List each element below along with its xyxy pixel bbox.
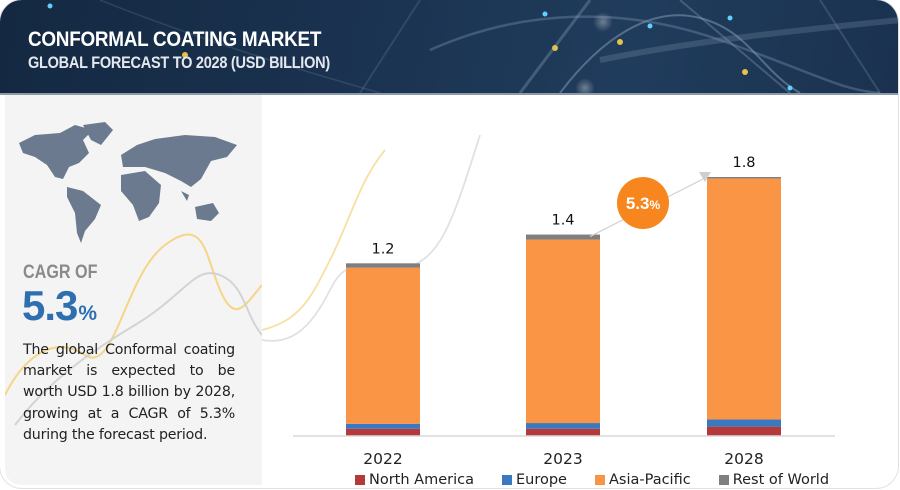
- chart-subtitle: GLOBAL FORECAST TO 2028 (USD BILLION): [28, 54, 330, 72]
- x-tick-label-2022: 2022: [363, 450, 402, 468]
- bar-2023-rest-of-world: [526, 234, 600, 240]
- legend-label-europe: Europe: [515, 472, 567, 488]
- bar-2023-north-america: [526, 428, 600, 436]
- bar-2022-north-america: [346, 428, 420, 436]
- bar-2022-asia-pacific: [346, 267, 420, 424]
- cagr-badge-unit: %: [649, 198, 660, 212]
- bar-2023-europe: [526, 423, 600, 429]
- legend-label-north-america: North America: [369, 472, 474, 488]
- bar-2023-asia-pacific: [526, 239, 600, 424]
- cagr-badge: [617, 177, 669, 229]
- bar-2028-asia-pacific: [707, 178, 781, 420]
- total-label-2022: 1.2: [371, 241, 394, 257]
- chart-title: CONFORMAL COATING MARKET: [28, 28, 322, 51]
- legend-item-asia-pacific: Asia-Pacific: [594, 472, 691, 488]
- summary-description: The global Conformal coating market is e…: [23, 342, 235, 443]
- legend-swatch-europe: [501, 475, 512, 485]
- chart-legend: North America Europe Asia-Pacific Rest of W…: [355, 470, 829, 488]
- bar-2028-rest-of-world: [707, 177, 781, 179]
- world-map-icon: [19, 122, 237, 243]
- legend-swatch-asia-pacific: [594, 475, 605, 485]
- header-banner: CONFORMAL COATING MARKET GLOBAL FORECAST…: [0, 0, 898, 95]
- bar-2022-europe: [346, 423, 420, 429]
- cagr-badge-text: 5.3%: [626, 194, 661, 213]
- bar-2028-north-america: [707, 426, 781, 436]
- cagr-label: CAGR OF: [23, 262, 98, 283]
- total-label-2023: 1.4: [551, 213, 574, 229]
- decorative-trail-yellow: [261, 149, 386, 331]
- summary-panel: [5, 95, 262, 485]
- bars-layer: [346, 177, 781, 436]
- cagr-badge-number: 5.3: [626, 194, 650, 213]
- legend-item-north-america: North America: [355, 472, 474, 488]
- legend-label-asia-pacific: Asia-Pacific: [608, 472, 691, 488]
- cagr-number: 5.3: [22, 282, 78, 329]
- cagr-value: 5.3%: [22, 282, 97, 330]
- legend-item-europe: Europe: [501, 472, 567, 488]
- bar-2028-europe: [707, 419, 781, 427]
- legend-swatch-rest-of-world: [718, 475, 729, 485]
- legend-label-rest-of-world: Rest of World: [732, 472, 830, 488]
- legend-item-rest-of-world: Rest of World: [718, 472, 830, 488]
- bar-2022-rest-of-world: [346, 263, 420, 268]
- labels-layer: 1.2 2022 1.4 2023 1.8 2028: [363, 155, 763, 468]
- legend-swatch-north-america: [355, 475, 365, 485]
- header-light-trails-decoration: [47, 0, 898, 93]
- x-tick-label-2028: 2028: [724, 450, 763, 468]
- total-label-2028: 1.8: [732, 155, 755, 171]
- cagr-arrow-head-icon: [699, 172, 711, 182]
- x-tick-label-2023: 2023: [543, 450, 582, 468]
- summary-panel-decoration: [5, 122, 262, 426]
- cagr-unit: %: [78, 302, 97, 325]
